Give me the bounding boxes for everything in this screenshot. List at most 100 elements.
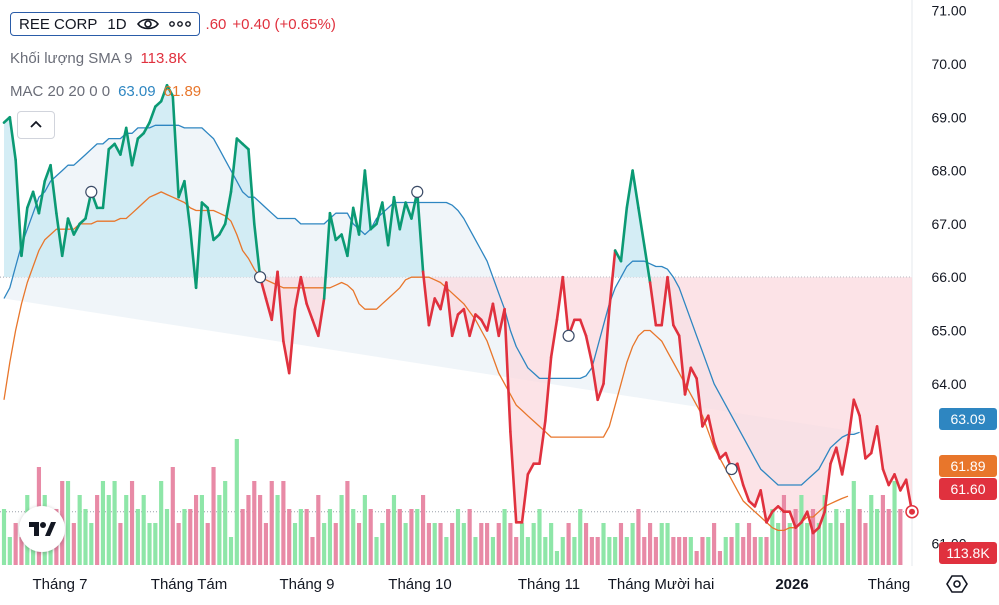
price-segment: [241, 142, 250, 151]
symbol-selector[interactable]: REE CORP 1D: [10, 12, 200, 36]
x-tick-label: Tháng Tám: [151, 576, 227, 593]
price-segment: [270, 270, 279, 322]
volume-bar: [193, 495, 199, 565]
volume-bar: [269, 481, 274, 565]
tradingview-logo[interactable]: [19, 506, 65, 552]
volume-bar: [566, 523, 571, 565]
volume-bar: [688, 537, 693, 565]
volume-bar: [106, 495, 111, 565]
volume-bar: [118, 523, 123, 565]
volume-bar: [677, 537, 682, 565]
price-segment: [468, 313, 477, 338]
line-layer: [2, 83, 914, 535]
price-segment: [753, 489, 762, 508]
price-segment: [386, 195, 396, 247]
mac-lower-value: 61.89: [163, 83, 202, 100]
volume-bar: [205, 523, 210, 565]
volume-bar: [653, 537, 658, 565]
volume-bar: [240, 509, 245, 565]
volume-bar: [572, 537, 577, 565]
price-segment: [421, 270, 431, 327]
price-segment: [37, 179, 47, 215]
price-segment: [31, 190, 41, 215]
volume-bar: [164, 509, 170, 565]
volume-bar: [391, 495, 397, 565]
volume-bar: [799, 495, 804, 565]
chevron-up-icon: [29, 116, 43, 134]
volume-bar: [83, 509, 88, 565]
price-segment: [124, 126, 134, 167]
price-segment: [340, 233, 349, 258]
volume-bar: [252, 481, 257, 565]
volume-bar: [316, 495, 321, 565]
last-price-tag: 61.60: [939, 478, 997, 500]
volume-bar: [362, 495, 367, 565]
area-below-baseline: [4, 277, 912, 534]
price-segment: [544, 355, 553, 423]
price-segment: [276, 270, 285, 343]
price-segment: [119, 126, 128, 156]
x-tick-label: Tháng 7: [32, 576, 87, 593]
price-segment: [741, 483, 751, 503]
volume-bar: [601, 523, 606, 565]
volume-bar: [712, 523, 717, 565]
y-tick-label: 65.00: [931, 322, 966, 338]
volume-bar: [479, 523, 484, 565]
price-segment: [736, 462, 745, 487]
volume-bar: [159, 481, 164, 565]
volume-bar: [810, 509, 816, 565]
settings-icon[interactable]: [944, 572, 970, 596]
price-segment: [200, 201, 210, 210]
volume-bar: [129, 481, 135, 565]
price-segment: [771, 505, 780, 513]
collapse-legend-button[interactable]: [17, 111, 55, 139]
price-segment: [78, 217, 87, 226]
eye-icon[interactable]: [136, 17, 159, 31]
volume-bar: [729, 537, 734, 565]
price-segment: [805, 510, 815, 535]
price-segment: [392, 195, 402, 231]
volume-bar: [450, 523, 455, 565]
price-segment: [450, 313, 460, 338]
y-tick-label: 69.00: [931, 109, 966, 125]
volume-bar: [642, 537, 647, 565]
volume-bar: [514, 537, 519, 565]
event-marker: [562, 329, 575, 342]
volume-bar: [438, 523, 443, 565]
price-segment: [695, 377, 704, 428]
volume-bar: [7, 537, 12, 565]
price-segment: [706, 414, 716, 444]
price-segment: [788, 510, 797, 529]
price-segment: [800, 510, 809, 524]
price-segment: [14, 158, 23, 258]
price-segment: [549, 318, 559, 359]
price-segment: [247, 147, 256, 226]
area-above-baseline: [4, 85, 650, 278]
price-segment: [677, 334, 687, 396]
price-segment: [701, 414, 710, 428]
y-tick-label: 71.00: [931, 3, 966, 19]
volume-bar: [543, 537, 548, 565]
price-segment: [415, 190, 425, 274]
volume-bar: [682, 537, 688, 565]
price-segment: [130, 137, 140, 167]
price-segment: [666, 275, 675, 327]
volume-bar: [292, 523, 298, 565]
volume-bar: [618, 523, 624, 565]
volume-bar: [508, 523, 513, 565]
volume-bar: [485, 523, 490, 565]
price-segment: [642, 243, 652, 284]
price-segment: [154, 99, 163, 108]
volume-bar: [694, 551, 699, 565]
price-segment: [305, 302, 314, 322]
volume-bar: [287, 509, 292, 565]
volume-legend: Khối lượng SMA 9 113.8K: [10, 50, 187, 67]
timeframe[interactable]: 1D: [107, 15, 127, 33]
more-icon[interactable]: [168, 21, 191, 27]
volume-bar: [659, 523, 664, 565]
price-segment: [462, 307, 471, 338]
volume-bar: [892, 481, 897, 565]
price-segment: [811, 526, 821, 535]
volume-bar: [787, 523, 792, 565]
